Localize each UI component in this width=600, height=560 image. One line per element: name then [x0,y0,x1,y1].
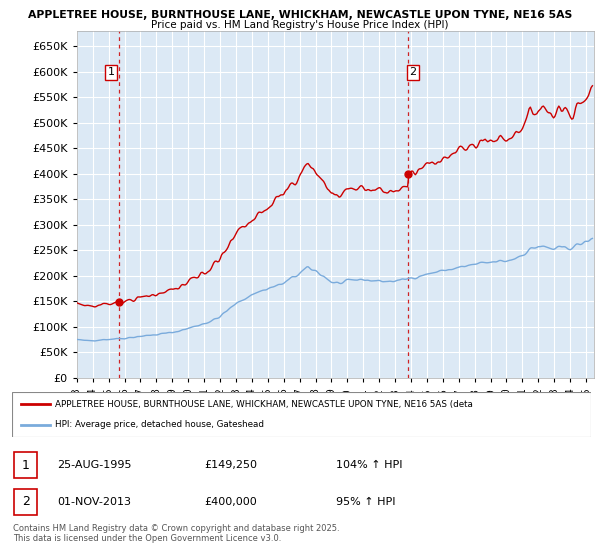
Text: £149,250: £149,250 [204,460,257,470]
Text: 1: 1 [107,67,115,77]
Text: 2: 2 [410,67,417,77]
Bar [14,452,37,478]
Text: 1: 1 [22,459,30,472]
Bar [14,489,37,515]
Text: 2: 2 [22,495,30,508]
Text: 104% ↑ HPI: 104% ↑ HPI [336,460,403,470]
Text: 25-AUG-1995: 25-AUG-1995 [57,460,131,470]
Text: APPLETREE HOUSE, BURNTHOUSE LANE, WHICKHAM, NEWCASTLE UPON TYNE, NE16 5AS (deta: APPLETREE HOUSE, BURNTHOUSE LANE, WHICKH… [55,400,473,409]
Text: HPI: Average price, detached house, Gateshead: HPI: Average price, detached house, Gate… [55,420,265,429]
Text: 95% ↑ HPI: 95% ↑ HPI [336,497,395,507]
Text: Contains HM Land Registry data © Crown copyright and database right 2025.
This d: Contains HM Land Registry data © Crown c… [13,524,340,543]
Text: £400,000: £400,000 [204,497,257,507]
Text: APPLETREE HOUSE, BURNTHOUSE LANE, WHICKHAM, NEWCASTLE UPON TYNE, NE16 5AS: APPLETREE HOUSE, BURNTHOUSE LANE, WHICKH… [28,10,572,20]
Text: Price paid vs. HM Land Registry's House Price Index (HPI): Price paid vs. HM Land Registry's House … [151,20,449,30]
Text: 01-NOV-2013: 01-NOV-2013 [57,497,131,507]
